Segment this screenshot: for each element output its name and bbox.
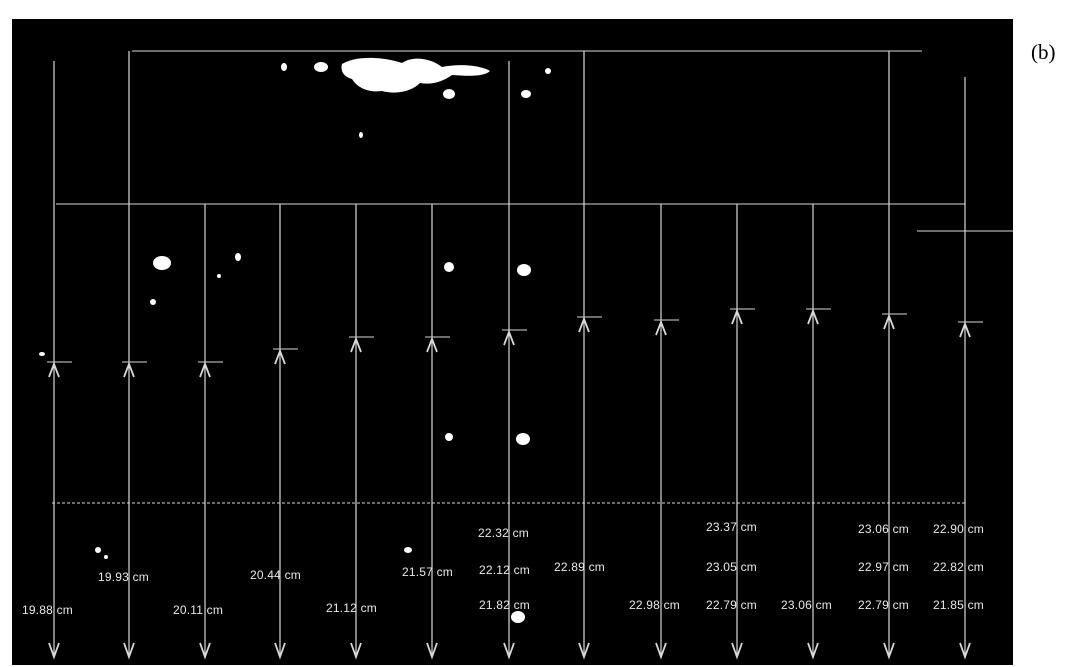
down-arrowhead [578, 642, 590, 660]
blob [404, 547, 412, 553]
up-arrowhead [578, 316, 590, 333]
measurement-label: 20.11 cm [173, 603, 224, 617]
down-arrowhead [350, 642, 362, 660]
measurement-label: 22.97 cm [858, 560, 909, 574]
bright-blobs [39, 57, 551, 623]
measurement-label: 19.93 cm [98, 570, 149, 584]
down-arrowhead [731, 642, 743, 660]
down-arrowhead [123, 642, 135, 660]
blob [545, 68, 551, 74]
up-arrowhead [807, 308, 819, 325]
measurement-label: 23.37 cm [706, 520, 757, 534]
measurement-label: 22.82 cm [933, 560, 984, 574]
blob [39, 352, 45, 356]
measurement-label: 21.12 cm [326, 601, 377, 615]
horizontal-lines [52, 50, 1013, 504]
measurement-label: 21.82 cm [479, 598, 530, 612]
blob [217, 274, 221, 278]
up-arrowhead [350, 336, 362, 353]
down-arrowhead [199, 642, 211, 660]
measurement-label: 23.06 cm [781, 598, 832, 612]
measurement-label: 21.85 cm [933, 598, 984, 612]
blob [314, 62, 328, 72]
blob [153, 256, 171, 270]
up-arrowhead [883, 313, 895, 330]
down-arrowhead [959, 642, 971, 660]
measurement-label: 22.32 cm [478, 526, 529, 540]
measurement-label: 22.79 cm [858, 598, 909, 612]
up-arrowhead [731, 308, 743, 325]
measurement-label: 22.90 cm [933, 522, 984, 536]
blob [444, 262, 454, 272]
blob [281, 63, 287, 71]
blob [445, 433, 453, 441]
blob [359, 132, 363, 138]
measurement-label: 23.06 cm [858, 522, 909, 536]
down-arrowhead [807, 642, 819, 660]
up-arrowhead [123, 361, 135, 378]
blob [443, 89, 455, 99]
vertical-markers [47, 51, 983, 660]
up-arrowhead [503, 329, 515, 346]
blob [235, 253, 241, 261]
blob [517, 264, 531, 276]
blob [150, 299, 156, 305]
measurement-overlay [39, 50, 1013, 660]
up-arrowhead [426, 336, 438, 353]
down-arrowhead [503, 642, 515, 660]
panel-label: (b) [1031, 40, 1056, 64]
image-panel: 22.32 cm 23.37 cm 23.06 cm 22.90 cm 19.9… [12, 19, 1013, 665]
down-arrowhead [274, 642, 286, 660]
down-arrowhead [426, 642, 438, 660]
measurement-label: 23.05 cm [706, 560, 757, 574]
down-arrowhead [883, 642, 895, 660]
down-arrowhead [48, 642, 60, 660]
measurement-label: 22.89 cm [554, 560, 605, 574]
down-arrowhead [655, 642, 667, 660]
blob [95, 547, 101, 553]
up-arrowhead [959, 321, 971, 338]
up-arrowhead [655, 319, 667, 336]
measurement-label: 20.44 cm [250, 568, 301, 582]
measurement-label: 22.12 cm [479, 563, 530, 577]
blob [104, 555, 108, 559]
up-arrowhead [48, 361, 60, 378]
blob [521, 90, 531, 98]
measurement-label: 22.79 cm [706, 598, 757, 612]
measurement-label: 19.88 cm [22, 603, 73, 617]
blob [516, 433, 530, 445]
surface-blob [341, 57, 490, 93]
up-arrowhead [274, 348, 286, 365]
measurement-label: 22.98 cm [629, 598, 680, 612]
up-arrowhead [199, 361, 211, 378]
measurement-label: 21.57 cm [402, 565, 453, 579]
blob [511, 611, 525, 623]
